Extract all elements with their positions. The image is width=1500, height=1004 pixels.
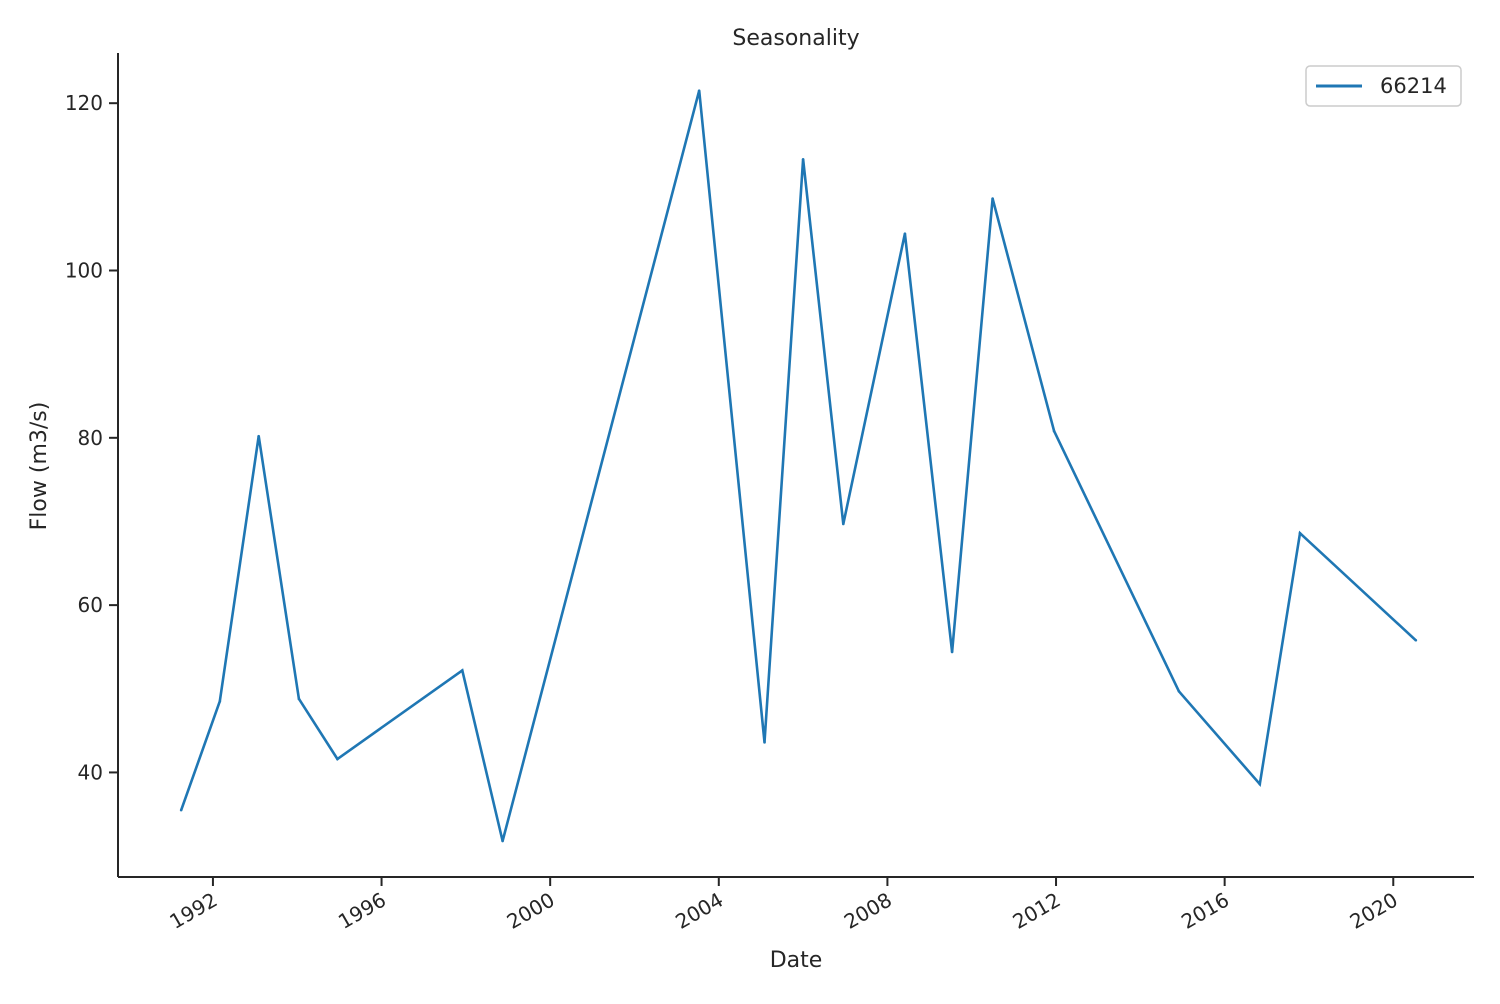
chart-title: Seasonality [732, 26, 859, 51]
data-point [1258, 782, 1262, 786]
data-point [950, 650, 954, 654]
x-tick-label: 2020 [1346, 888, 1402, 934]
data-point [336, 757, 339, 761]
legend-box [1305, 65, 1462, 107]
data-point [841, 522, 845, 526]
x-tick-label: 2016 [1177, 888, 1233, 934]
y-tick-label: 120 [65, 91, 103, 115]
data-point [179, 808, 183, 812]
x-tick-label: 1996 [334, 888, 390, 934]
data-point [257, 434, 260, 438]
data-point [218, 700, 222, 703]
data-point [1177, 689, 1181, 693]
axes [117, 53, 1474, 878]
x-tick-label: 2004 [671, 888, 727, 934]
plot-area [179, 89, 1418, 843]
data-point [460, 669, 464, 672]
data-point [501, 839, 504, 843]
legend-label: 66214 [1380, 74, 1447, 98]
series-line-0 [179, 90, 1417, 842]
y-axis-label: Flow (m3/s) [27, 402, 52, 531]
x-tick-label: 2000 [503, 888, 559, 934]
data-point [1052, 429, 1056, 433]
x-axis-label: Date [770, 948, 823, 973]
data-point [991, 197, 994, 200]
y-tick-label: 80 [78, 426, 103, 450]
x-tick-label: 2008 [840, 888, 896, 934]
y-axis-ticks: 40 60 80 100 120 [65, 91, 118, 784]
data-point [903, 232, 907, 235]
legend: 66214 [1305, 65, 1462, 107]
data-point [1414, 638, 1418, 642]
y-tick-label: 60 [78, 593, 103, 617]
data-point [763, 741, 766, 744]
data-point [297, 697, 301, 701]
y-tick-label: 40 [78, 760, 103, 784]
y-tick-label: 100 [65, 259, 103, 283]
x-tick-label: 2012 [1008, 888, 1064, 934]
data-point [697, 89, 701, 92]
data-point [1298, 531, 1302, 535]
x-axis-ticks: 1992 1996 2000 2004 2008 2012 2016 2020 [165, 877, 1402, 934]
x-tick-label: 1992 [165, 888, 221, 934]
data-point [801, 157, 805, 161]
